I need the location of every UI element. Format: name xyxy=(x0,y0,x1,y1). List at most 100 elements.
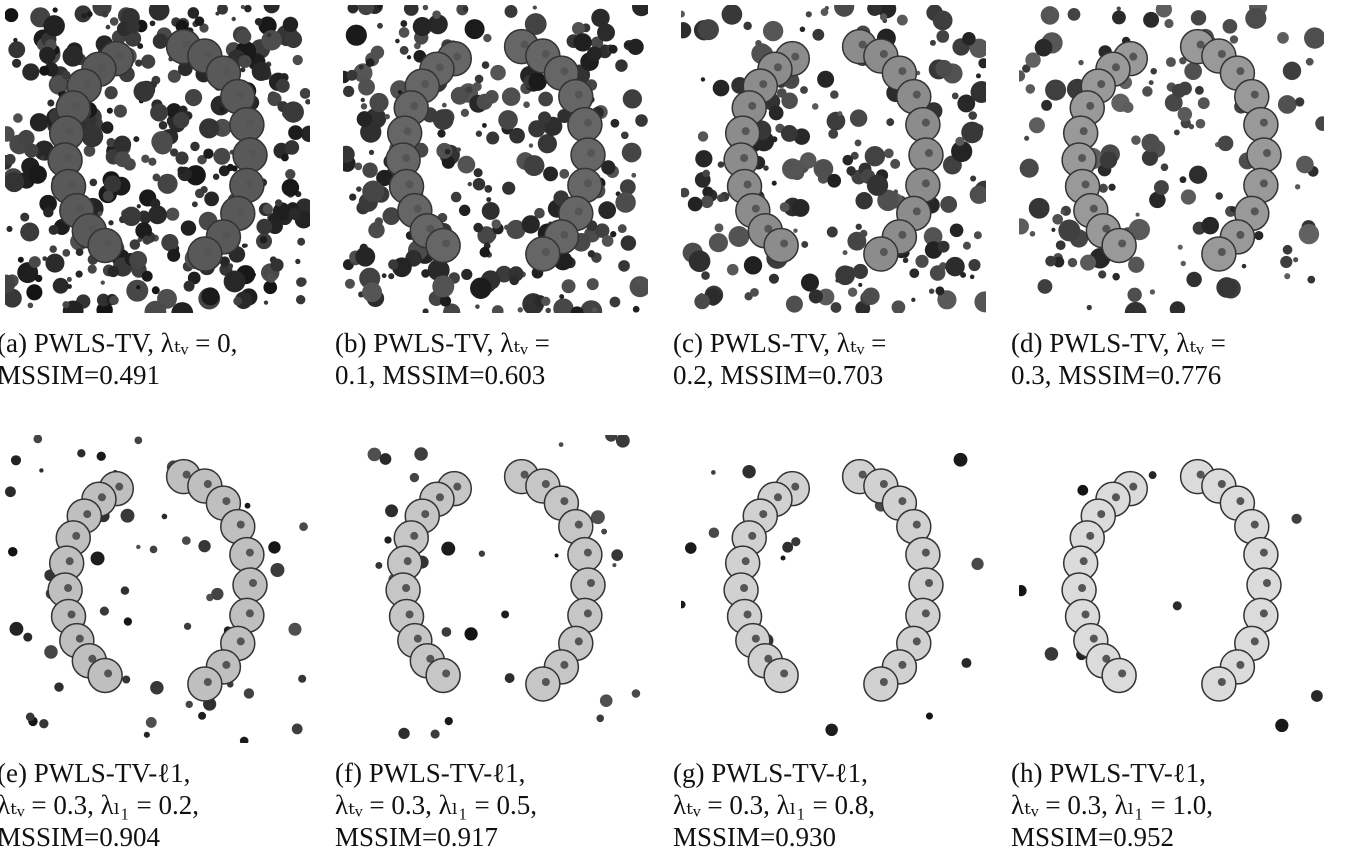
blob xyxy=(938,241,950,253)
blob xyxy=(1058,219,1080,241)
blob xyxy=(827,226,838,237)
ring-cell-core xyxy=(748,532,756,540)
ring-cell-core xyxy=(898,497,906,505)
ring-cell-core xyxy=(237,91,245,99)
blob xyxy=(627,39,643,55)
caption-line: (e) PWLS-TV-ℓ1, xyxy=(0,757,199,789)
blob xyxy=(81,13,86,18)
blob xyxy=(911,298,915,302)
blob xyxy=(441,542,455,556)
blob xyxy=(538,92,553,107)
blob xyxy=(827,112,846,131)
blob xyxy=(148,205,167,224)
reconstruction-image xyxy=(343,5,648,313)
ring-cell-core xyxy=(780,669,788,677)
blob xyxy=(950,224,964,238)
blob xyxy=(955,137,964,146)
blob xyxy=(281,154,289,162)
blob xyxy=(400,46,409,55)
blob xyxy=(380,453,392,465)
caption-line: (a) PWLS-TV, λₜᵥ = 0, xyxy=(0,327,237,359)
blob xyxy=(134,81,155,102)
ring-cell-core xyxy=(1118,239,1126,247)
blob xyxy=(974,231,982,239)
blob xyxy=(1060,210,1065,215)
blob xyxy=(227,164,234,171)
blob xyxy=(610,297,621,308)
ring-cell-core xyxy=(744,180,752,188)
blob xyxy=(175,152,188,165)
blob xyxy=(855,139,862,146)
caption: (g) PWLS-TV-ℓ1,λₜᵥ = 0.3, λₗ₁ = 0.8,MSSI… xyxy=(673,757,875,853)
blob xyxy=(541,297,550,306)
blob xyxy=(771,136,777,142)
blob xyxy=(372,168,376,172)
blob xyxy=(22,63,39,80)
blob xyxy=(39,66,49,76)
blob xyxy=(502,182,515,195)
blob xyxy=(976,73,981,78)
ring-cell-core xyxy=(922,119,930,127)
ring-cell-core xyxy=(1080,557,1088,565)
caption-line: 0.1, MSSIM=0.603 xyxy=(335,359,550,391)
blob xyxy=(268,541,280,553)
blob xyxy=(13,113,23,123)
blob xyxy=(618,224,627,233)
blob xyxy=(185,89,202,106)
caption: (e) PWLS-TV-ℓ1,λₜᵥ = 0.3, λₗ₁ = 0.2,MSSI… xyxy=(0,757,199,853)
blob xyxy=(361,103,367,109)
blob xyxy=(588,250,595,257)
blob xyxy=(755,40,761,46)
blob xyxy=(491,219,500,228)
blob xyxy=(763,165,768,170)
blob xyxy=(43,15,64,36)
blob xyxy=(121,586,129,594)
blob xyxy=(812,103,819,110)
blob xyxy=(601,529,607,535)
blob xyxy=(926,713,933,720)
blob xyxy=(701,271,710,280)
blob xyxy=(20,222,39,241)
blob xyxy=(437,129,445,137)
blob xyxy=(963,242,971,250)
blob xyxy=(184,623,191,630)
blob xyxy=(359,65,364,70)
ring-cell-core xyxy=(246,609,254,617)
blob xyxy=(915,255,928,268)
blob xyxy=(744,256,762,274)
blob xyxy=(509,128,525,144)
ring-cell-core xyxy=(1078,584,1086,592)
ring-cell-core xyxy=(759,510,767,518)
blob xyxy=(843,250,848,255)
blob xyxy=(1189,166,1207,184)
blob xyxy=(524,155,545,176)
ring-cell-core xyxy=(64,584,72,592)
blob xyxy=(1136,213,1140,217)
blob xyxy=(276,79,290,93)
blob xyxy=(159,121,168,130)
blob xyxy=(1218,136,1234,152)
ring-cell-core xyxy=(587,149,595,157)
blob xyxy=(236,29,251,44)
blob xyxy=(853,264,868,279)
ring-cell-core xyxy=(1251,521,1259,529)
blob xyxy=(622,143,642,163)
ring-cell-core xyxy=(560,497,568,505)
blob xyxy=(115,151,131,167)
blob xyxy=(161,234,178,251)
ring-cell-core xyxy=(1260,119,1268,127)
blob xyxy=(388,273,394,279)
blob xyxy=(421,269,430,278)
ring-cell-core xyxy=(204,50,212,58)
ring-cell-core xyxy=(913,91,921,99)
blob xyxy=(299,522,308,531)
blob xyxy=(28,303,34,309)
ring-cell-core xyxy=(410,102,418,110)
blob xyxy=(158,174,178,194)
blob xyxy=(750,288,759,297)
ring-cell-core xyxy=(76,635,84,643)
blob xyxy=(482,202,500,220)
blob xyxy=(631,173,636,178)
blob xyxy=(361,98,365,102)
blob xyxy=(1150,289,1155,294)
